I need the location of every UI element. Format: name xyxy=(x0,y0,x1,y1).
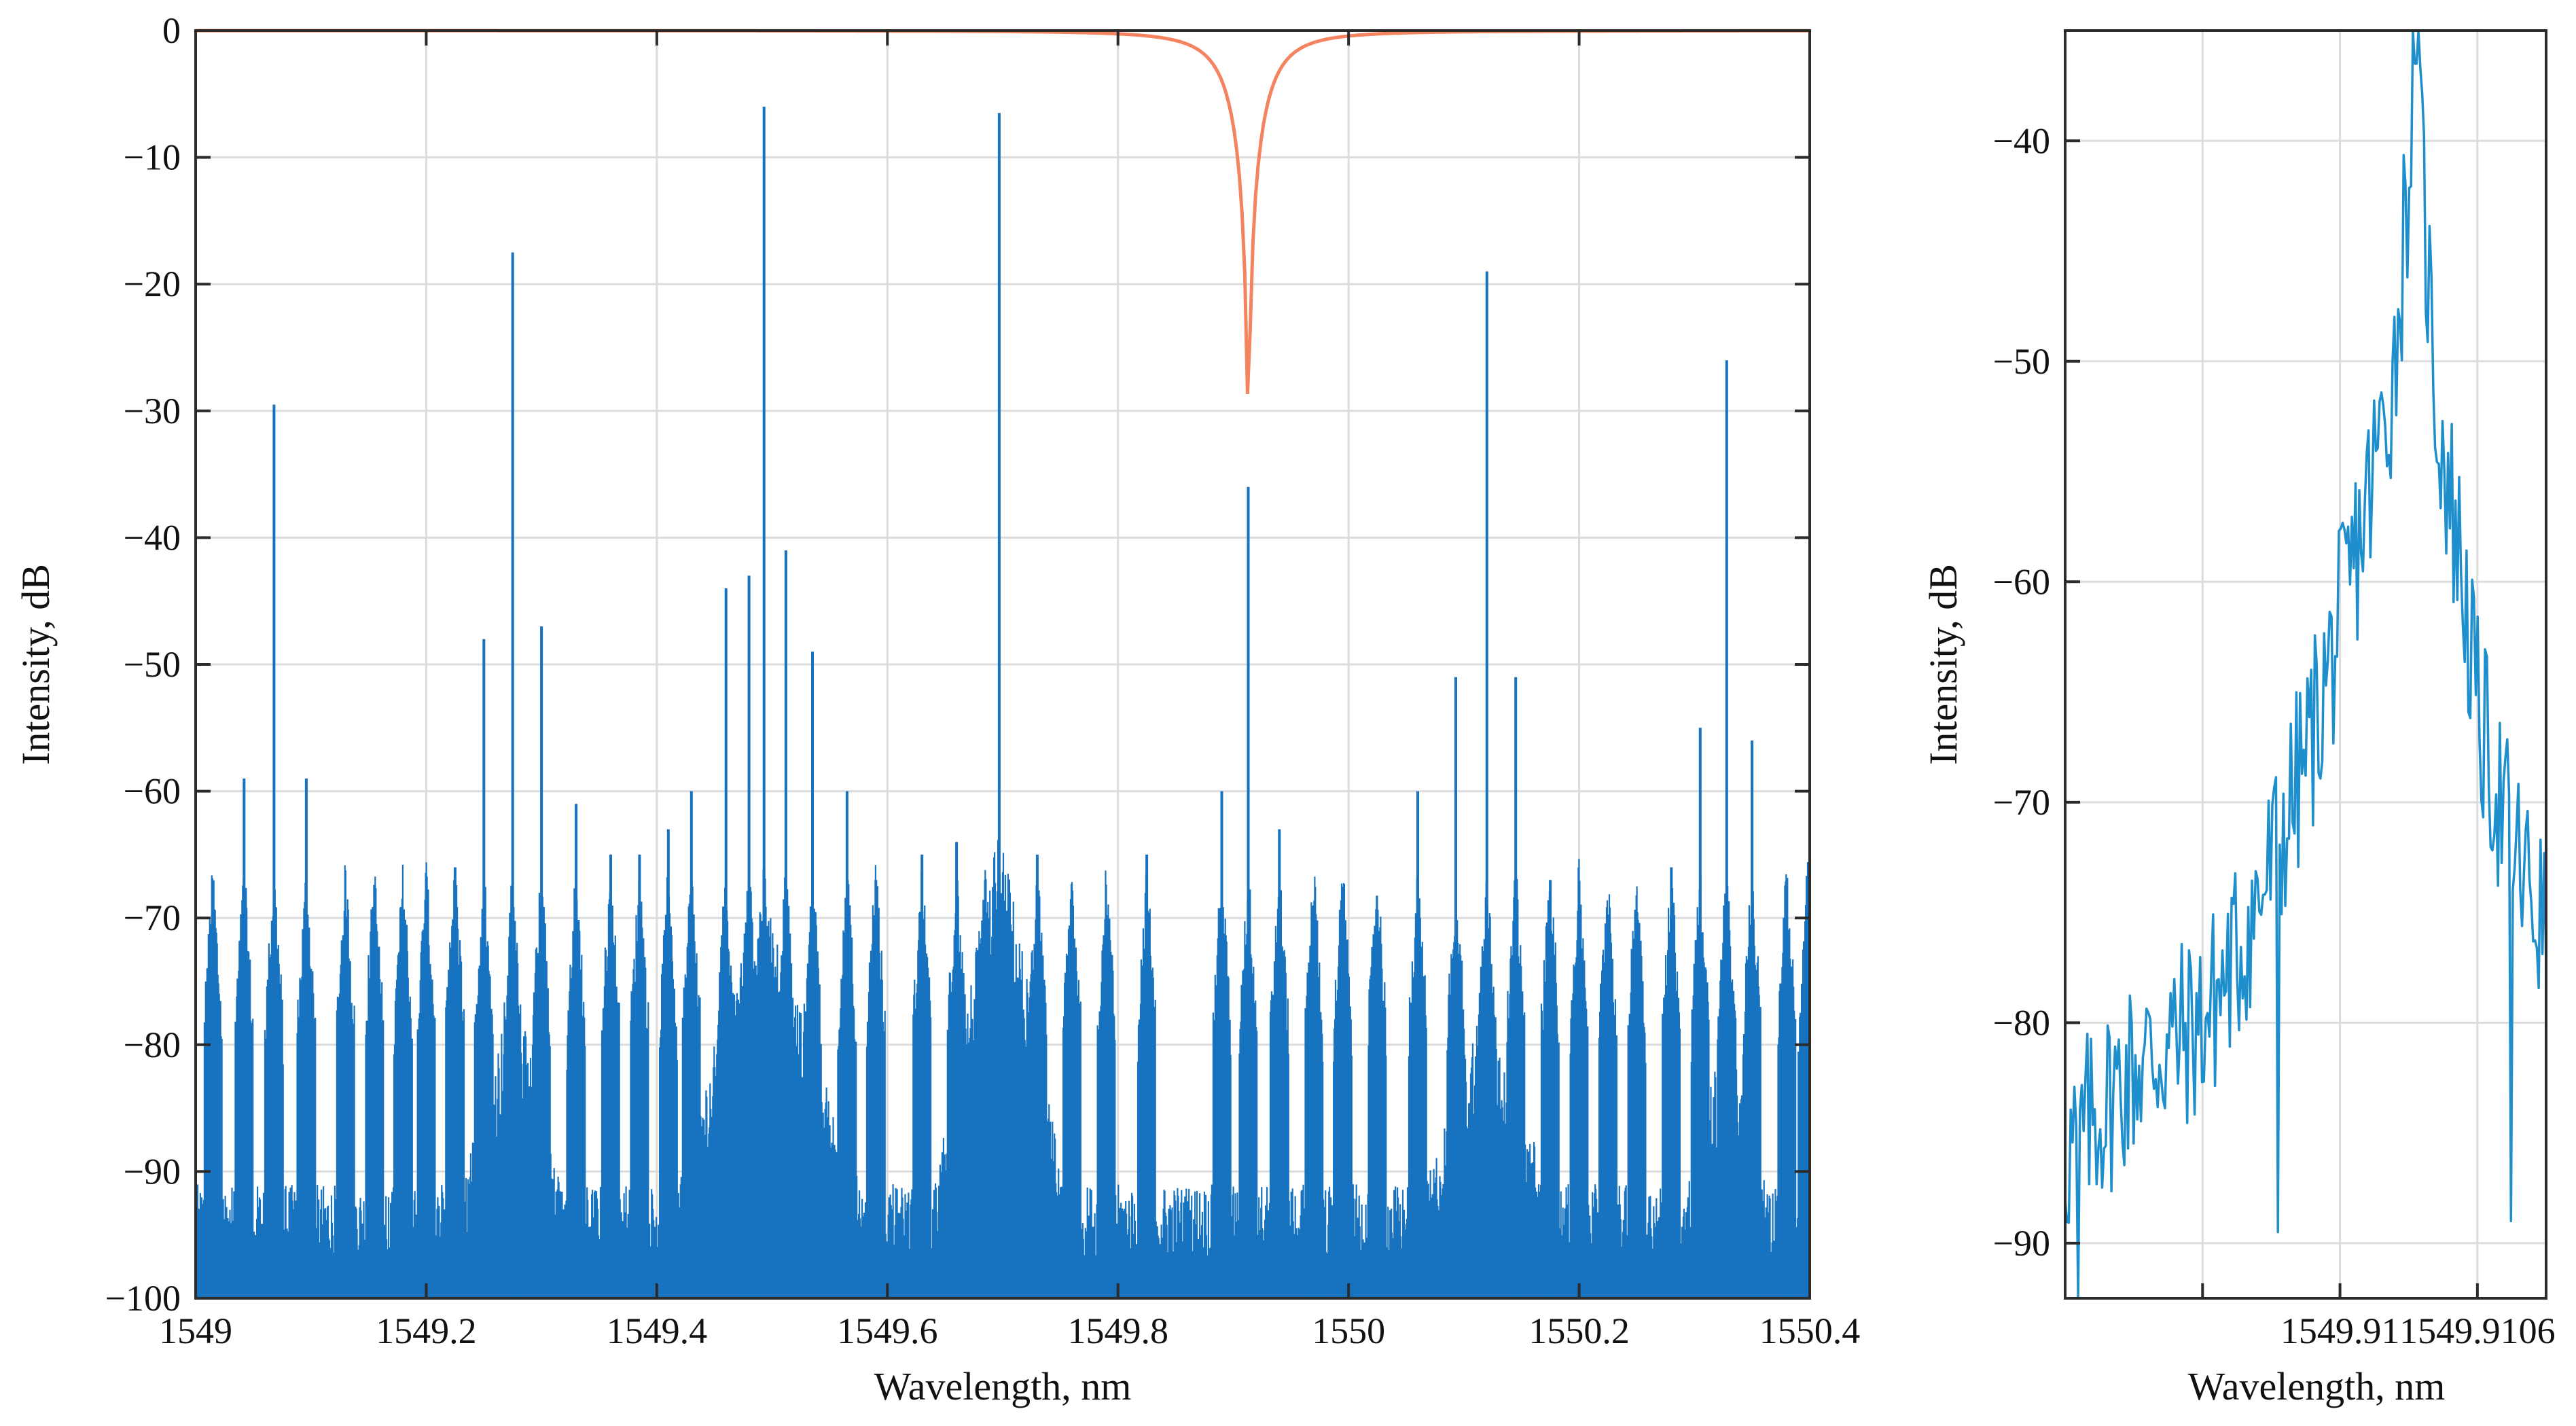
main-y-tick-label: −10 xyxy=(124,137,181,178)
zoom-x-tick-labels: 1549.91 1549.9106 xyxy=(2280,1311,2556,1351)
zoom-x-tick-label: 1549.91 xyxy=(2280,1311,2400,1351)
main-spectrum-chart: 1549 1549.2 1549.4 1549.6 1549.8 1550 1550.2 15… xyxy=(14,10,1860,1408)
main-y-tick-label: −100 xyxy=(105,1278,181,1319)
main-x-tick-labels: 1549 1549.2 1549.4 1549.6 1549.8 1550 1550.2 15… xyxy=(159,1311,1860,1351)
zoom-ticks xyxy=(2065,139,2479,1298)
main-y-tick-label: −50 xyxy=(124,644,181,685)
main-x-tick-label: 1549.4 xyxy=(607,1311,708,1351)
main-x-axis-label: Wavelength, nm xyxy=(874,1364,1132,1408)
main-y-tick-label: −30 xyxy=(124,391,181,431)
main-x-tick-label: 1550 xyxy=(1312,1311,1385,1351)
zoom-x-axis-label: Wavelength, nm xyxy=(2188,1364,2446,1408)
main-x-tick-label: 1549.6 xyxy=(837,1311,938,1351)
main-x-tick-label: 1549 xyxy=(159,1311,232,1351)
main-y-tick-labels: 0 −10 −20 −30 −40 −50 −60 −70 −80 −90 −100 xyxy=(105,10,181,1319)
main-y-tick-label: −80 xyxy=(124,1024,181,1065)
main-y-axis-label: Intensity, dB xyxy=(14,564,58,765)
main-y-tick-label: −40 xyxy=(124,517,181,558)
main-y-tick-label: −20 xyxy=(124,264,181,304)
zoom-plot-frame xyxy=(2064,29,2547,1300)
main-ticks xyxy=(194,29,1811,1300)
zoom-y-axis-label: Intensity, dB xyxy=(1921,564,1965,765)
zoom-y-tick-labels: −40 −50 −60 −70 −80 −90 xyxy=(1993,120,2050,1264)
zoom-y-tick-label: −90 xyxy=(1993,1223,2050,1264)
zoom-y-tick-label: −60 xyxy=(1993,561,2050,602)
main-series xyxy=(194,29,1811,1298)
zoom-y-tick-label: −70 xyxy=(1993,782,2050,823)
main-y-tick-label: 0 xyxy=(162,10,181,51)
main-x-tick-label: 1550.4 xyxy=(1759,1311,1861,1351)
main-x-tick-label: 1549.8 xyxy=(1067,1311,1168,1351)
main-y-tick-label: −90 xyxy=(124,1151,181,1192)
zoom-y-tick-label: −50 xyxy=(1993,341,2050,382)
main-x-tick-label: 1550.2 xyxy=(1528,1311,1630,1351)
main-x-tick-label: 1549.2 xyxy=(376,1311,477,1351)
zoom-spectrum-trace xyxy=(2064,29,2547,1300)
zoom-y-tick-label: −40 xyxy=(1993,120,2050,161)
main-y-tick-label: −70 xyxy=(124,897,181,938)
zoom-spectrum-chart: 1549.91 1549.9106 −40 −50 −60 −70 −80 −90 Wave… xyxy=(1921,29,2556,1408)
zoom-x-tick-label: 1549.9106 xyxy=(2399,1311,2556,1351)
zoom-y-tick-label: −80 xyxy=(1993,1002,2050,1043)
main-y-tick-label: −60 xyxy=(124,771,181,812)
zoom-series xyxy=(2064,29,2547,1300)
